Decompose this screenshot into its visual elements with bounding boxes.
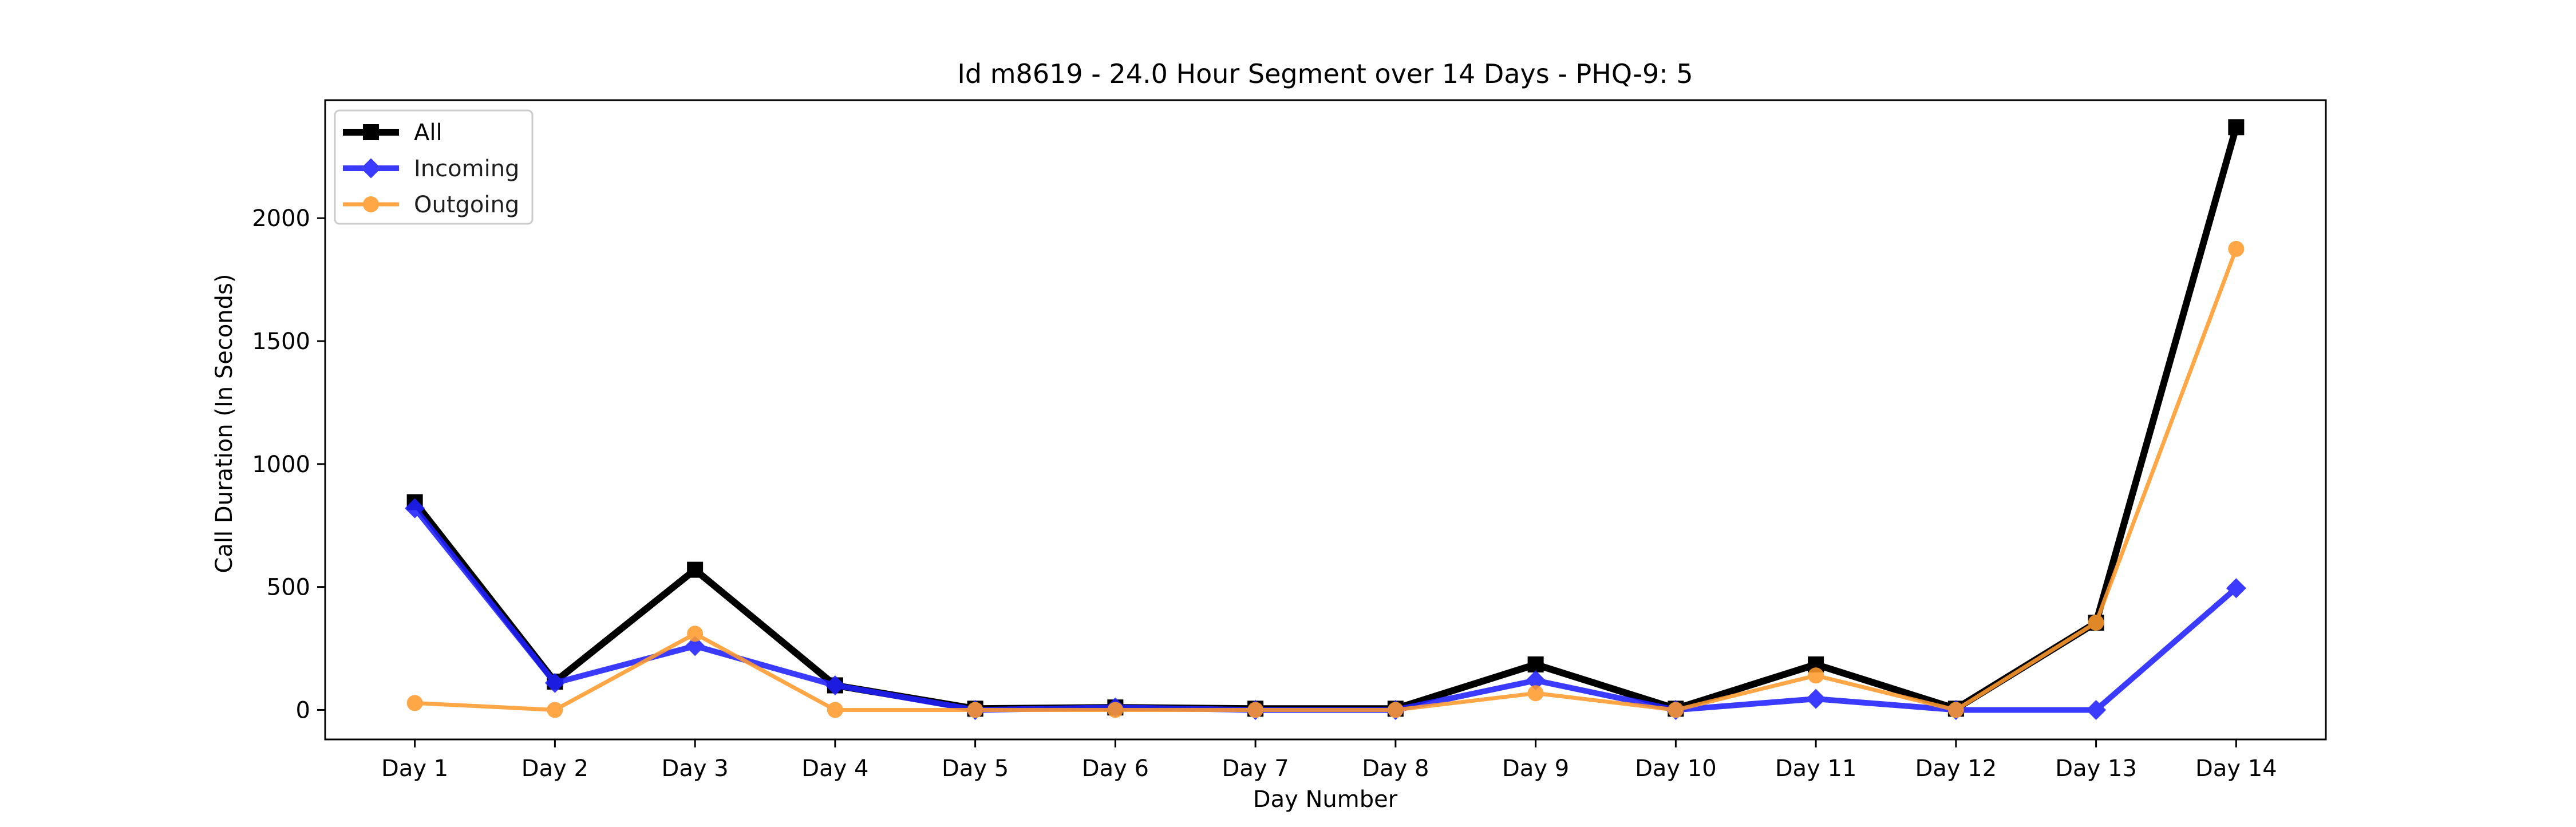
incoming-point [1805,688,1826,709]
outgoing-point [967,702,983,718]
plot-frame [324,99,2327,741]
y-tick-label: 1000 [252,452,310,478]
x-tick-label: Day 12 [1915,755,1997,782]
series-layer [405,119,2246,720]
legend: All Incoming Outgoing [334,109,534,225]
x-tick-label: Day 11 [1775,755,1857,782]
all-line [412,126,2240,713]
legend-marker [361,158,381,179]
x-tick-label: Day 7 [1222,755,1289,782]
all-point [1527,656,1544,672]
outgoing-point [406,695,423,711]
outgoing-point [1947,702,1964,718]
x-tick-label: Day 13 [2055,755,2137,782]
outgoing-point [1808,667,1824,684]
outgoing-line [414,248,2238,712]
all-series [406,119,2245,717]
x-axis: Day 1 Day 2 Day 3 Day 4 Day 5 Day 6 Day 7 Day 8… [381,739,2277,782]
outgoing-point [2228,240,2245,257]
legend-label: All [414,120,442,146]
x-tick-label: Day 10 [1635,755,1717,782]
y-tick-label: 2000 [252,205,310,232]
incoming-point [1526,670,1546,691]
outgoing-point [1668,702,1684,718]
x-tick-label: Day 2 [521,755,588,782]
incoming-point [825,675,846,695]
outgoing-point [1387,702,1404,718]
legend-marker [363,196,379,212]
x-axis-label: Day Number [1253,786,1398,813]
incoming-point [2086,699,2107,720]
outgoing-point [547,702,563,718]
x-tick-label: Day 4 [801,755,868,782]
legend-marker [363,124,379,140]
x-tick-label: Day 6 [1082,755,1149,782]
outgoing-point [687,626,704,642]
outgoing-point [1527,685,1544,702]
all-point [2228,119,2245,136]
y-tick-label: 500 [267,575,310,601]
x-tick-label: Day 8 [1362,755,1429,782]
incoming-line [412,507,2238,713]
incoming-point [685,636,705,656]
incoming-series [405,498,2246,720]
legend-item-outgoing: Outgoing [343,192,519,218]
incoming-point [544,672,565,693]
legend-label: Outgoing [414,192,519,218]
outgoing-point [827,702,843,718]
outgoing-point [1247,702,1264,718]
y-axis-label: Call Duration (In Seconds) [211,274,238,573]
y-tick-label: 1500 [252,329,310,355]
x-tick-label: Day 14 [2195,755,2277,782]
chart-title: Id m8619 - 24.0 Hour Segment over 14 Day… [957,58,1693,89]
x-tick-label: Day 3 [662,755,729,782]
y-tick-label: 0 [296,697,310,723]
outgoing-point [2088,614,2104,631]
all-point [687,561,704,578]
legend-label: Incoming [414,156,519,182]
x-tick-label: Day 1 [381,755,448,782]
incoming-point [405,498,425,519]
x-tick-label: Day 9 [1502,755,1569,782]
legend-box [334,109,534,225]
outgoing-point [1107,702,1124,718]
legend-item-incoming: Incoming [343,156,519,182]
x-tick-label: Day 5 [942,755,1009,782]
incoming-point [2226,578,2246,599]
legend-item-all: All [343,120,442,146]
y-axis: 0 500 1000 1500 2000 [252,205,325,723]
outgoing-series [406,240,2245,718]
